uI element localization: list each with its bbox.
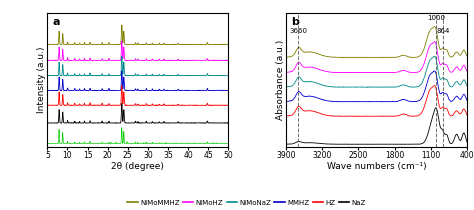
Text: a: a <box>53 17 60 27</box>
Y-axis label: Intensity (a.u.): Intensity (a.u.) <box>37 47 46 113</box>
Legend: NiMoMMHZ, NiMoHZ, NiMoNaZ, MMHZ, HZ, NaZ: NiMoMMHZ, NiMoHZ, NiMoNaZ, MMHZ, HZ, NaZ <box>125 197 368 209</box>
X-axis label: 2θ (degree): 2θ (degree) <box>111 161 164 171</box>
Y-axis label: Absorbance (a.u.): Absorbance (a.u.) <box>276 40 285 120</box>
X-axis label: Wave numbers (cm⁻¹): Wave numbers (cm⁻¹) <box>327 161 426 171</box>
Text: b: b <box>292 17 300 27</box>
Text: 1000: 1000 <box>427 15 445 21</box>
Text: 3660: 3660 <box>290 28 308 34</box>
Text: 864: 864 <box>436 28 450 34</box>
